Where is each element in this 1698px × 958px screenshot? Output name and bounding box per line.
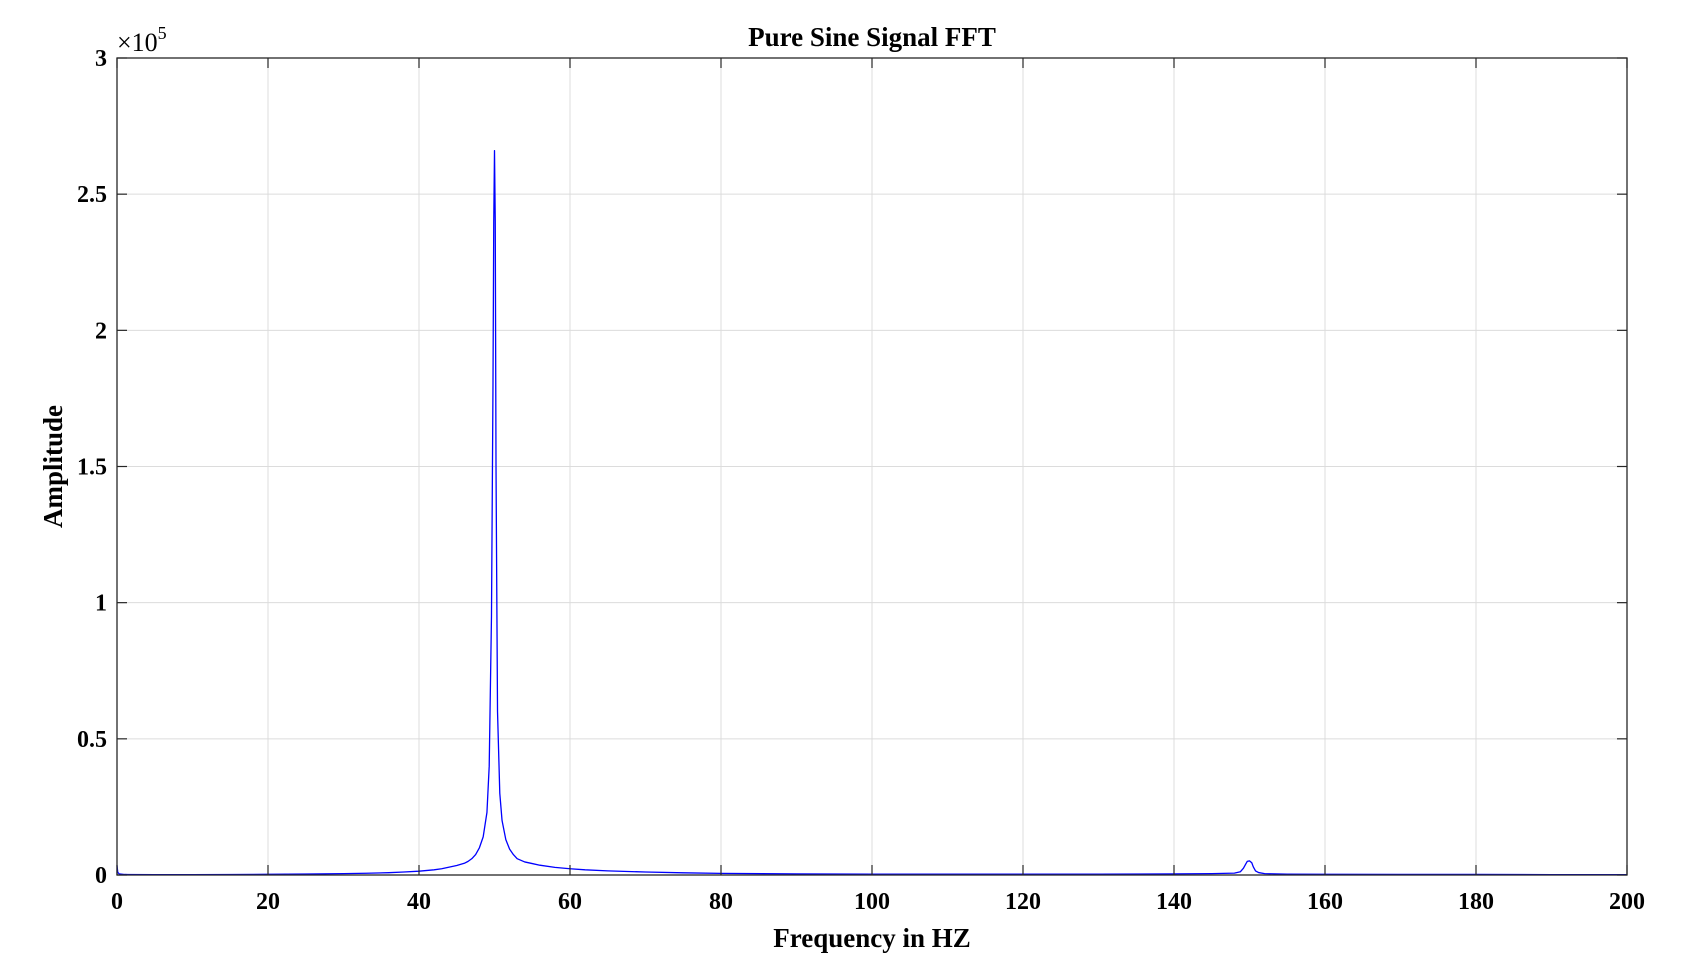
x-tick-labels: 0 20 40 60 80 100 120 140 160 180 200	[111, 889, 1645, 915]
x-tick-label: 20	[256, 889, 280, 915]
series-line-0	[116, 149, 1627, 876]
x-tick-label: 40	[407, 889, 431, 915]
y-tick-label: 1	[95, 591, 107, 617]
x-tick-label: 180	[1458, 889, 1494, 915]
y-axis-multiplier: ×105	[117, 23, 167, 57]
x-tick-label: 0	[111, 889, 123, 915]
x-axis-label: Frequency in HZ	[773, 923, 971, 953]
y-tick-label: 2	[95, 318, 107, 344]
x-tick-label: 80	[709, 889, 733, 915]
x-tick-label: 100	[854, 889, 890, 915]
x-tick-label: 200	[1609, 889, 1645, 915]
x-tick-label: 160	[1307, 889, 1343, 915]
y-tick-label: 0	[95, 863, 107, 889]
chart-title: Pure Sine Signal FFT	[748, 22, 996, 52]
y-axis-label: Amplitude	[38, 405, 68, 528]
y-tick-label: 3	[95, 46, 107, 72]
y-multiplier-base: ×10	[117, 28, 158, 57]
y-tick-label: 1.5	[77, 455, 107, 481]
y-tick-labels: 0 0.5 1 1.5 2 2.5 3	[77, 46, 107, 889]
y-tick-label: 0.5	[77, 727, 107, 753]
grid-lines	[117, 58, 1627, 875]
x-tick-label: 60	[558, 889, 582, 915]
y-tick-label: 2.5	[77, 182, 107, 208]
x-tick-label: 140	[1156, 889, 1192, 915]
series-layer	[116, 149, 1627, 876]
tick-marks	[116, 57, 1628, 876]
x-tick-label: 120	[1005, 889, 1041, 915]
y-multiplier-exponent: 5	[158, 23, 167, 43]
